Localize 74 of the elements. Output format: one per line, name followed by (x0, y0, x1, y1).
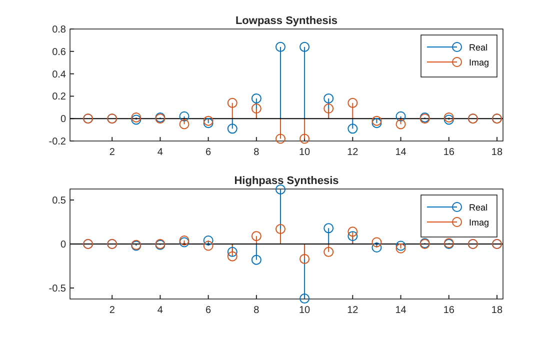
x-tick-label: 10 (298, 147, 311, 158)
x-tick-label: 18 (491, 147, 503, 158)
point (251, 104, 262, 114)
point (372, 118, 382, 128)
point (251, 254, 262, 265)
legend-label: Imag (469, 218, 490, 228)
point (227, 246, 238, 257)
y-tick-label: -0.2 (48, 136, 66, 148)
y-tick-label: 0.8 (52, 24, 66, 36)
legend-label: Real (469, 202, 488, 212)
point (300, 294, 310, 304)
point (275, 224, 286, 234)
legend-label: Real (469, 42, 488, 52)
point (300, 254, 310, 264)
point (131, 112, 142, 122)
point (300, 134, 310, 144)
point (203, 118, 214, 128)
chart-title: Highpass Synthesis (234, 175, 339, 187)
x-tick-label: 10 (298, 305, 311, 316)
x-tick-label: 2 (109, 305, 116, 316)
x-tick-label: 12 (347, 147, 359, 158)
point (300, 42, 310, 52)
x-tick-label: 4 (157, 305, 164, 316)
y-tick-label: 0.5 (52, 196, 66, 206)
y-tick-label: 0 (60, 240, 66, 250)
point (396, 240, 406, 251)
x-tick-label: 16 (443, 147, 455, 158)
point (348, 226, 358, 237)
x-tick-label: 18 (491, 305, 503, 316)
point (324, 223, 334, 234)
point (348, 124, 358, 134)
y-tick-label: 0.2 (52, 92, 66, 103)
point (131, 114, 142, 125)
x-tick-label: 14 (395, 305, 407, 316)
point (444, 112, 454, 122)
point (227, 124, 238, 134)
point (348, 98, 358, 108)
point (372, 237, 382, 248)
x-tick-label: 8 (254, 305, 260, 316)
point (324, 93, 334, 104)
y-tick-label: 0.6 (52, 46, 66, 58)
point (179, 119, 190, 130)
x-tick-label: 8 (254, 147, 260, 158)
x-tick-label: 4 (157, 147, 164, 158)
point (324, 104, 334, 114)
x-tick-label: 12 (347, 305, 359, 316)
point (348, 231, 358, 242)
chart-title: Lowpass Synthesis (235, 15, 338, 27)
point (227, 98, 238, 108)
point (251, 93, 262, 104)
legend-label: Imag (469, 58, 490, 68)
point (396, 119, 406, 130)
point (372, 242, 382, 253)
point (324, 246, 334, 257)
point (275, 42, 286, 52)
y-tick-label: 0.4 (52, 69, 66, 80)
point (203, 240, 214, 251)
x-tick-label: 14 (395, 147, 407, 158)
point (444, 114, 454, 125)
point (275, 134, 286, 144)
y-tick-label: -0.5 (48, 284, 66, 294)
point (227, 251, 238, 262)
point (203, 116, 214, 126)
point (396, 243, 406, 254)
point (203, 235, 214, 246)
x-tick-label: 6 (206, 147, 212, 158)
x-tick-label: 6 (206, 305, 212, 316)
point (179, 111, 190, 122)
point (396, 111, 406, 122)
x-tick-label: 16 (443, 305, 455, 316)
point (372, 116, 382, 126)
point (251, 231, 262, 242)
y-tick-label: 0 (60, 114, 66, 126)
x-tick-label: 2 (109, 147, 116, 158)
